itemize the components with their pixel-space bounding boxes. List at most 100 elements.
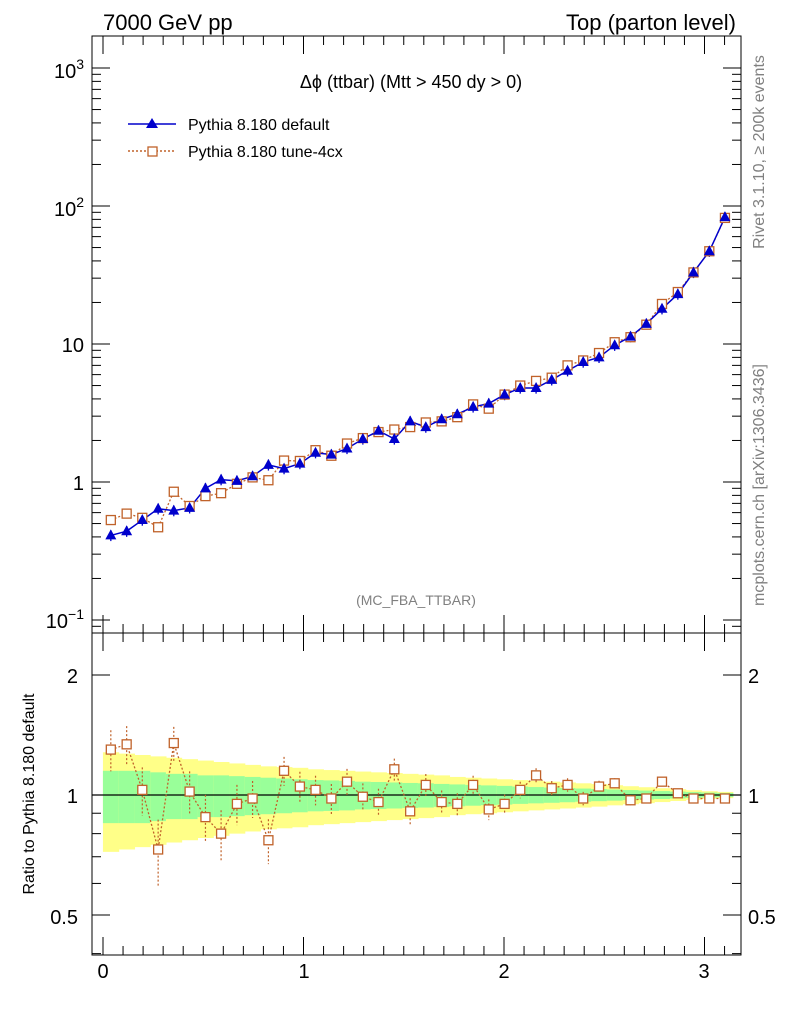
- main-ytick-0.1: 10−1: [46, 606, 84, 633]
- mcplots-label: mcplots.cern.ch [arXiv:1306.3436]: [751, 364, 768, 606]
- legend-tune-marker: [147, 146, 158, 157]
- band-inner-bin: [260, 777, 277, 815]
- watermark: (MC_FBA_TTBAR): [356, 592, 476, 608]
- default-point: [294, 457, 306, 468]
- band-inner-bin: [102, 770, 120, 824]
- tune-point: [152, 522, 164, 533]
- rivet-label: Rivet 3.1.10, ≥ 200k events: [751, 55, 768, 249]
- header-right: Top (parton level): [566, 10, 736, 35]
- band-inner-bin: [118, 770, 136, 824]
- tune-point: [168, 486, 179, 497]
- ratio-tune-point: [420, 779, 431, 791]
- band-inner-bin: [276, 778, 293, 814]
- default-point: [199, 482, 211, 493]
- default-point: [546, 373, 558, 384]
- xtick-2: 2: [498, 961, 509, 983]
- series-tune-line: [110, 217, 726, 529]
- default-point: [562, 364, 574, 375]
- ratio-tune-point: [452, 798, 463, 810]
- header-left: 7000 GeV pp: [103, 10, 233, 35]
- main-series: [105, 211, 731, 542]
- legend-tune-label: Pythia 8.180 tune-4cx: [188, 144, 343, 161]
- band-inner-bin: [213, 775, 230, 818]
- ratio-tune-point: [609, 778, 620, 789]
- default-point: [325, 448, 337, 459]
- ratio-uncertainty-band: [102, 752, 734, 852]
- default-point: [278, 462, 290, 473]
- default-point: [136, 514, 148, 525]
- main-axis-ticks: [92, 36, 741, 955]
- legend: Pythia 8.180 default Pythia 8.180 tune-4…: [128, 117, 343, 161]
- default-point: [388, 432, 400, 443]
- tune-point: [200, 490, 211, 502]
- ratio-tune-point: [467, 779, 479, 791]
- ratio-ytick-2-left: 2: [67, 666, 78, 688]
- default-point: [404, 415, 416, 426]
- ratio-tune-point: [373, 796, 384, 808]
- default-point: [231, 474, 243, 485]
- ratio-panel-frame: [91, 632, 742, 956]
- default-point: [168, 504, 180, 515]
- xtick-1: 1: [298, 961, 309, 983]
- default-point: [483, 397, 495, 408]
- ratio-tune-point: [168, 737, 179, 749]
- ratio-tune-point: [562, 779, 573, 791]
- plot-title: Δϕ (ttbar) (Mtt > 450 dy > 0): [300, 72, 522, 92]
- ratio-tune-point: [152, 844, 164, 855]
- default-point: [121, 525, 133, 536]
- ratio-tune-point: [719, 793, 731, 804]
- band-inner-bin: [165, 773, 183, 820]
- ratio-tune-point: [215, 828, 227, 839]
- ratio-tune-point: [105, 744, 116, 755]
- ratio-tune-point: [231, 798, 243, 810]
- ratio-tune-point: [389, 764, 400, 775]
- ratio-tune-point: [593, 781, 605, 792]
- ratio-tune-point: [672, 788, 683, 799]
- default-point: [656, 302, 668, 313]
- main-ytick-1000: 103: [54, 56, 84, 83]
- default-point: [719, 211, 731, 222]
- default-point: [640, 317, 652, 328]
- series-default-line: [110, 216, 726, 537]
- default-point: [105, 529, 117, 540]
- ratio-tune-point: [247, 793, 258, 804]
- main-ytick-100: 102: [54, 194, 84, 221]
- ratio-tune-point: [499, 798, 510, 810]
- band-inner-bin: [150, 772, 167, 822]
- ratio-tune-point: [515, 784, 526, 796]
- default-point: [467, 400, 479, 411]
- default-point: [499, 388, 511, 399]
- xtick-3: 3: [698, 961, 709, 983]
- default-point: [436, 413, 448, 424]
- ratio-tune-point: [704, 793, 715, 804]
- ratio-series: [105, 726, 731, 886]
- default-point: [530, 381, 542, 392]
- ratio-tune-point: [546, 783, 557, 794]
- default-point: [625, 330, 637, 341]
- ratio-tune-point: [483, 804, 494, 815]
- default-point: [372, 424, 384, 435]
- xtick-0: 0: [97, 961, 108, 983]
- ratio-ytick-0.5-left: 0.5: [50, 907, 78, 929]
- ratio-tune-point: [688, 793, 699, 804]
- default-point: [247, 470, 259, 481]
- ratio-tune-point: [578, 793, 589, 804]
- default-point: [577, 356, 589, 367]
- ratio-ytick-1-right: 1: [748, 786, 759, 808]
- default-point: [310, 446, 322, 457]
- default-point: [703, 245, 715, 256]
- ratio-tune-point: [278, 765, 290, 776]
- ratio-tune-point: [121, 739, 132, 750]
- ratio-tune-point: [200, 811, 211, 823]
- tune-point: [121, 508, 132, 519]
- ratio-tune-point: [625, 795, 636, 806]
- ratio-ylabel: Ratio to Pythia 8.180 default: [21, 693, 38, 895]
- default-point: [184, 501, 196, 512]
- ratio-ytick-2-right: 2: [748, 666, 759, 688]
- tune-point: [263, 475, 274, 486]
- ratio-tune-point: [405, 806, 416, 817]
- ratio-tune-point: [530, 770, 542, 781]
- ratio-ytick-0.5-right: 0.5: [748, 907, 776, 929]
- default-point: [514, 381, 526, 392]
- ratio-tune-point: [357, 791, 368, 802]
